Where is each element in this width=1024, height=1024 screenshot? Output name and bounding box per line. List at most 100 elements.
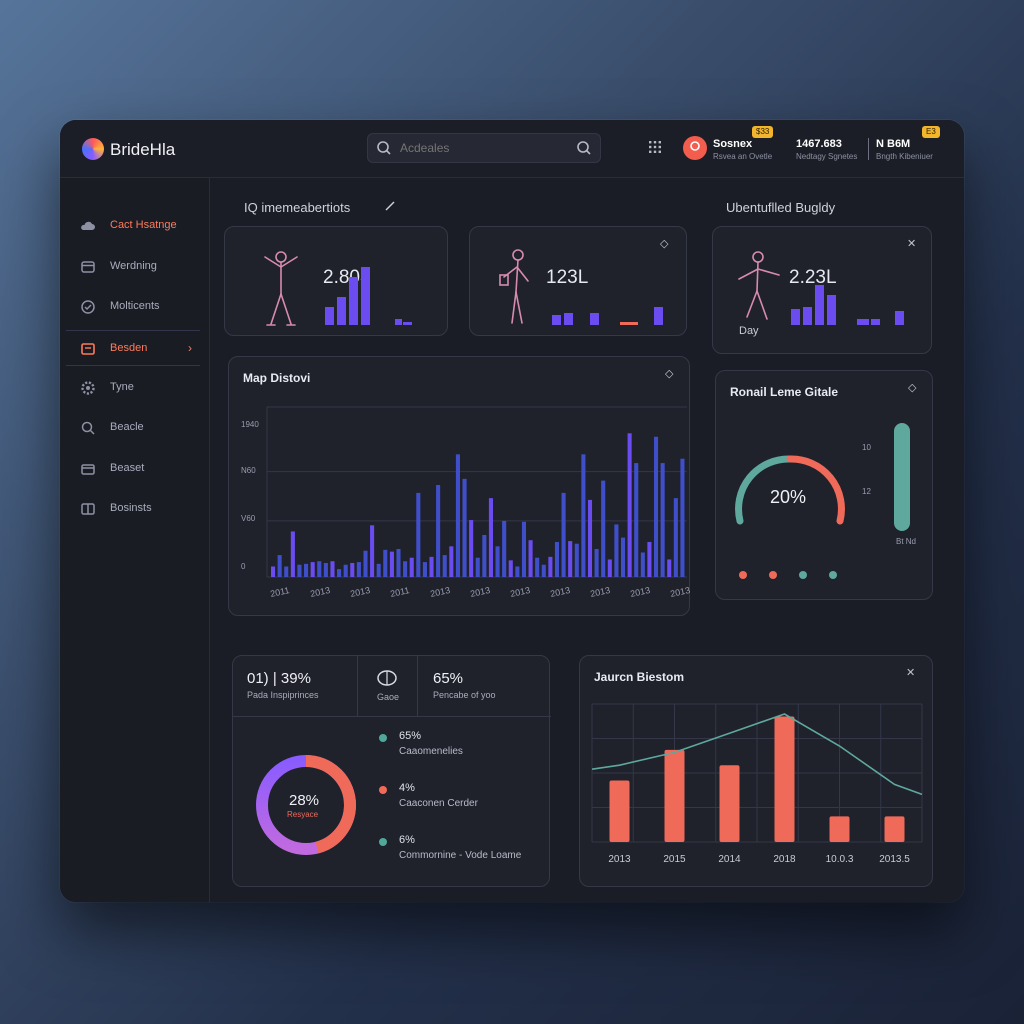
sidebar-item-besden[interactable]: Besden ›: [66, 330, 200, 366]
cloud-icon: [81, 221, 95, 230]
sidebar-item-cact-hsatnge[interactable]: Cact Hsatnge: [66, 208, 200, 244]
bar: [719, 765, 740, 842]
app-window: BrideHla Sosnex Rsvea an: [60, 120, 964, 902]
bar: [383, 549, 388, 577]
gauge-side-tick: 10: [862, 443, 871, 452]
bar: [634, 463, 639, 577]
legend-label: Commornine - Vode Loame: [399, 850, 522, 861]
sidebar-item-tyne[interactable]: Tyne: [66, 370, 200, 406]
divider: [233, 716, 551, 717]
x-tick-label: 2011: [389, 585, 410, 599]
section-title: Ubentuflled Bugldy: [726, 200, 836, 215]
sidebar-item-bosinsts[interactable]: Bosinsts: [66, 491, 200, 527]
x-tick-label: 2013: [429, 585, 451, 599]
bar: [343, 564, 348, 577]
close-icon[interactable]: ✕: [907, 238, 917, 250]
sidebar: Cact Hsatnge Werdning Molticents Besden …: [60, 178, 210, 902]
x-tick-label: 10.0.3: [826, 854, 854, 865]
kpi-sparkbars: [325, 267, 412, 325]
sidebar-item-label: Cact Hsatnge: [110, 219, 177, 231]
bar: [337, 569, 342, 577]
bar: [297, 564, 302, 577]
bar: [469, 520, 474, 577]
close-icon[interactable]: ✕: [906, 667, 916, 679]
card-title: Map Distovi: [243, 371, 311, 385]
sidebar-item-werdning[interactable]: Werdning: [66, 249, 200, 285]
bar: [290, 531, 295, 577]
donut-header-label: Gaoe: [377, 692, 400, 702]
search-icon: [81, 421, 95, 435]
header-stat-value: N B6M: [876, 138, 911, 150]
sidebar-item-label: Besden: [110, 342, 148, 354]
section-title: IQ imemeabertiots: [244, 200, 351, 215]
y-tick-label: 0: [241, 562, 246, 571]
x-tick-label: 2013: [509, 585, 531, 599]
figure-icon: [499, 249, 529, 324]
kpi-card[interactable]: 2.803: [224, 226, 448, 336]
gauge-legend-dots: [739, 571, 837, 579]
sidebar-item-molticents[interactable]: Molticents: [66, 289, 200, 325]
check-icon: [81, 300, 95, 314]
figure-icon: [738, 251, 780, 320]
bar: [581, 454, 586, 577]
y-tick-label: 1940: [241, 420, 259, 429]
brand-name: BrideHla: [110, 140, 176, 159]
header-divider: [868, 138, 869, 160]
gauge-side-tick: 12: [862, 487, 871, 496]
y-tick-label: N60: [241, 466, 256, 475]
bar: [462, 478, 467, 577]
user-name[interactable]: Sosnex: [713, 138, 753, 150]
header-stat-label: Nedtagy Sgnetes: [796, 152, 858, 161]
bar: [609, 780, 630, 842]
bar: [541, 564, 546, 577]
donut-header-value: 65%: [433, 670, 464, 687]
x-tick-label: 2013: [309, 585, 331, 599]
trend-card: Jaurcn Biestom ✕ 2013 2015 2014 2018 10.0.3 2…: [579, 655, 933, 887]
bar: [271, 566, 276, 577]
bar: [455, 454, 460, 577]
bar: [620, 537, 626, 577]
avatar[interactable]: [683, 136, 707, 160]
folder-icon: [81, 343, 95, 355]
x-tick-label: 2013: [608, 854, 631, 865]
brand-logo-icon[interactable]: [82, 138, 104, 160]
header-badge: E3: [922, 126, 940, 138]
x-tick-label: 2013: [589, 585, 611, 599]
gear-icon: [81, 381, 95, 395]
donut-header-label: Pencabe of yoo: [433, 690, 496, 700]
sidebar-item-label: Beaset: [110, 462, 145, 474]
card-title: Jaurcn Biestom: [594, 670, 685, 684]
bar: [284, 566, 289, 577]
bar: [548, 556, 553, 577]
bar: [389, 551, 394, 577]
legend-value: 65%: [399, 730, 422, 742]
bar: [442, 555, 447, 577]
apps-grid-icon[interactable]: [648, 140, 662, 154]
search-submit-icon[interactable]: [576, 140, 592, 156]
donut-center-value: 28%: [289, 792, 320, 809]
search-input[interactable]: [400, 139, 560, 157]
bar: [587, 499, 593, 577]
bar: [884, 816, 905, 842]
search-box[interactable]: [367, 133, 601, 163]
map-chart-card: Map Distovi ◇ 1940 N60 V60 0 2011 2013 2013 20…: [228, 356, 691, 616]
bar: [396, 548, 401, 577]
bar: [774, 716, 795, 842]
x-tick-label: 2013: [669, 585, 691, 599]
options-icon[interactable]: ◇: [908, 382, 917, 394]
sidebar-item-beacle[interactable]: Beacle: [66, 410, 200, 446]
top-bar: BrideHla Sosnex Rsvea an: [60, 120, 964, 178]
options-icon[interactable]: ◇: [660, 238, 669, 250]
options-icon[interactable]: ◇: [665, 368, 674, 380]
bar: [664, 749, 685, 842]
bar: [277, 555, 282, 577]
bar: [601, 480, 606, 577]
kpi-card[interactable]: Day 2.23L ✕: [712, 226, 932, 354]
bar: [317, 561, 322, 577]
sidebar-item-beaset[interactable]: Beaset: [66, 451, 200, 487]
edit-icon[interactable]: [384, 200, 396, 212]
bar: [409, 557, 414, 577]
user-badge: $33: [752, 126, 774, 138]
kpi-card[interactable]: 123L ◇: [469, 226, 687, 336]
bar: [574, 543, 579, 577]
